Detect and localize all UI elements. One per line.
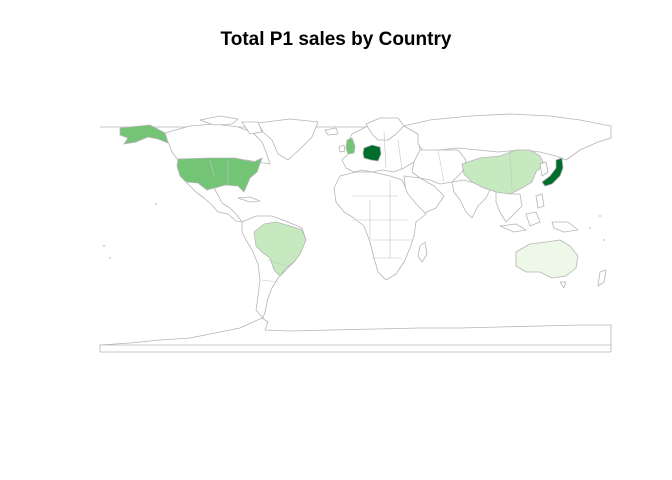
scandinavia xyxy=(365,117,405,141)
baffin-island xyxy=(241,121,263,135)
cuba xyxy=(237,196,261,203)
africa xyxy=(333,171,427,281)
country-australia xyxy=(515,239,579,279)
madagascar xyxy=(417,241,428,263)
new-guinea xyxy=(551,221,579,233)
tasmania xyxy=(559,281,567,289)
new-zealand xyxy=(597,269,607,287)
country-united-states xyxy=(176,157,263,193)
country-united-kingdom xyxy=(345,137,356,155)
central-asia xyxy=(411,149,467,185)
indonesia xyxy=(499,223,527,233)
borneo xyxy=(525,211,541,227)
arctic-islands xyxy=(199,115,239,126)
country-alaska xyxy=(119,124,169,145)
philippines xyxy=(535,193,545,209)
country-brazil xyxy=(253,221,307,277)
country-japan xyxy=(541,157,564,187)
ireland xyxy=(338,144,346,153)
greenland xyxy=(257,118,319,161)
country-borders xyxy=(209,131,513,283)
map-title: Total P1 sales by Country xyxy=(220,29,452,50)
country-china xyxy=(461,149,545,195)
pacific-islands xyxy=(103,203,605,259)
country-germany xyxy=(362,144,382,162)
mexico xyxy=(185,181,243,223)
antarctica xyxy=(99,317,612,346)
iceland xyxy=(324,127,339,136)
southeast-asia xyxy=(495,191,523,223)
korea xyxy=(539,161,549,177)
